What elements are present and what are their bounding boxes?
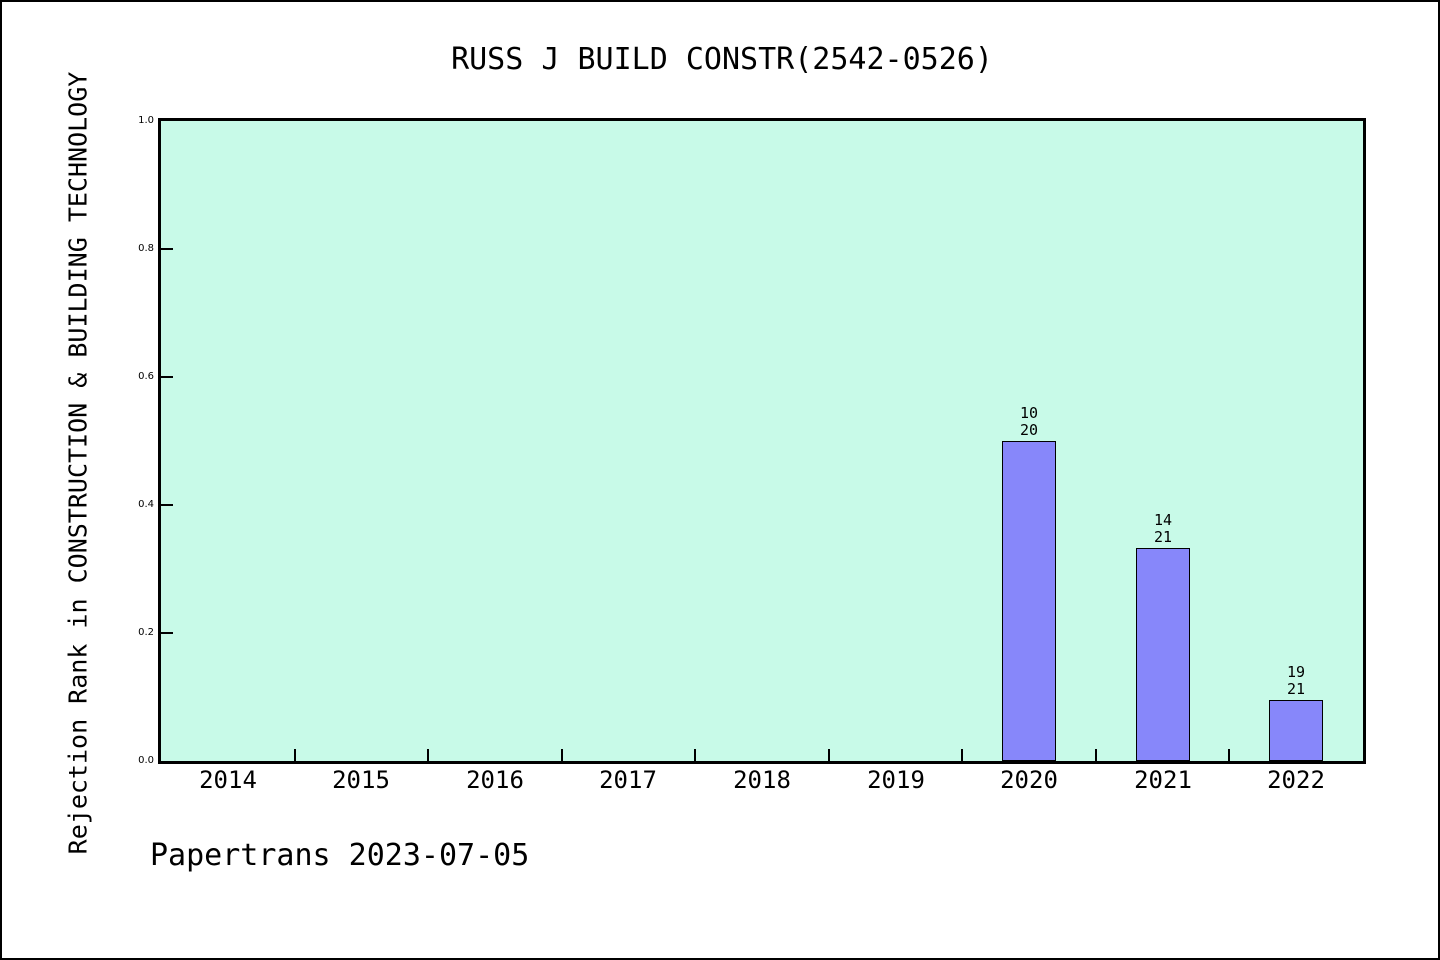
bar-value-line: 14: [1153, 511, 1173, 529]
bar-value-label-2022: 19 21: [1287, 664, 1305, 698]
x-tick-label-2014: 2014: [199, 766, 257, 794]
x-tick-mark: [294, 749, 296, 761]
x-tick-label-2020: 2020: [1000, 766, 1058, 794]
x-tick-mark: [694, 749, 696, 761]
x-tick-mark: [828, 749, 830, 761]
bar-2022: [1269, 700, 1323, 761]
y-tick-label: 0.4: [138, 499, 154, 510]
x-tick-label-2021: 2021: [1134, 766, 1192, 794]
bar-value-label-2020: 10 20: [1020, 405, 1038, 439]
x-tick-label-2022: 2022: [1267, 766, 1325, 794]
y-tick-label: 0.6: [138, 371, 154, 382]
bar-2020: [1002, 441, 1056, 761]
bar-value-line: 19: [1286, 663, 1306, 681]
y-tick-label: 1.0: [138, 115, 154, 126]
y-tick-mark: [161, 376, 173, 378]
x-tick-label-2019: 2019: [867, 766, 925, 794]
bar-value-line: 20: [1019, 421, 1039, 439]
watermark-text: Papertrans 2023-07-05: [150, 838, 530, 873]
y-tick-mark: [161, 248, 173, 250]
x-tick-label-2015: 2015: [332, 766, 390, 794]
chart-title: RUSS J BUILD CONSTR(2542-0526): [451, 42, 993, 77]
x-tick-label-2017: 2017: [599, 766, 657, 794]
bar-value-line: 21: [1286, 680, 1306, 698]
x-tick-mark: [961, 749, 963, 761]
bar-value-line: 10: [1019, 404, 1039, 422]
bar-value-label-2021: 14 21: [1154, 512, 1172, 546]
x-tick-mark: [1095, 749, 1097, 761]
y-tick-label: 0.2: [138, 627, 154, 638]
x-tick-mark: [561, 749, 563, 761]
x-tick-mark: [427, 749, 429, 761]
x-tick-label-2016: 2016: [466, 766, 524, 794]
bar-2021: [1136, 548, 1190, 761]
x-tick-mark: [1228, 749, 1230, 761]
x-tick-label-2018: 2018: [733, 766, 791, 794]
plot-area: 10 20 14 21 19 21: [158, 118, 1366, 764]
bar-value-line: 21: [1153, 528, 1173, 546]
y-tick-mark: [161, 504, 173, 506]
y-tick-label: 0.8: [138, 243, 154, 254]
y-tick-mark: [161, 632, 173, 634]
y-tick-label: 0.0: [138, 755, 154, 766]
y-axis-label: Rejection Rank in CONSTRUCTION & BUILDIN…: [63, 71, 93, 855]
